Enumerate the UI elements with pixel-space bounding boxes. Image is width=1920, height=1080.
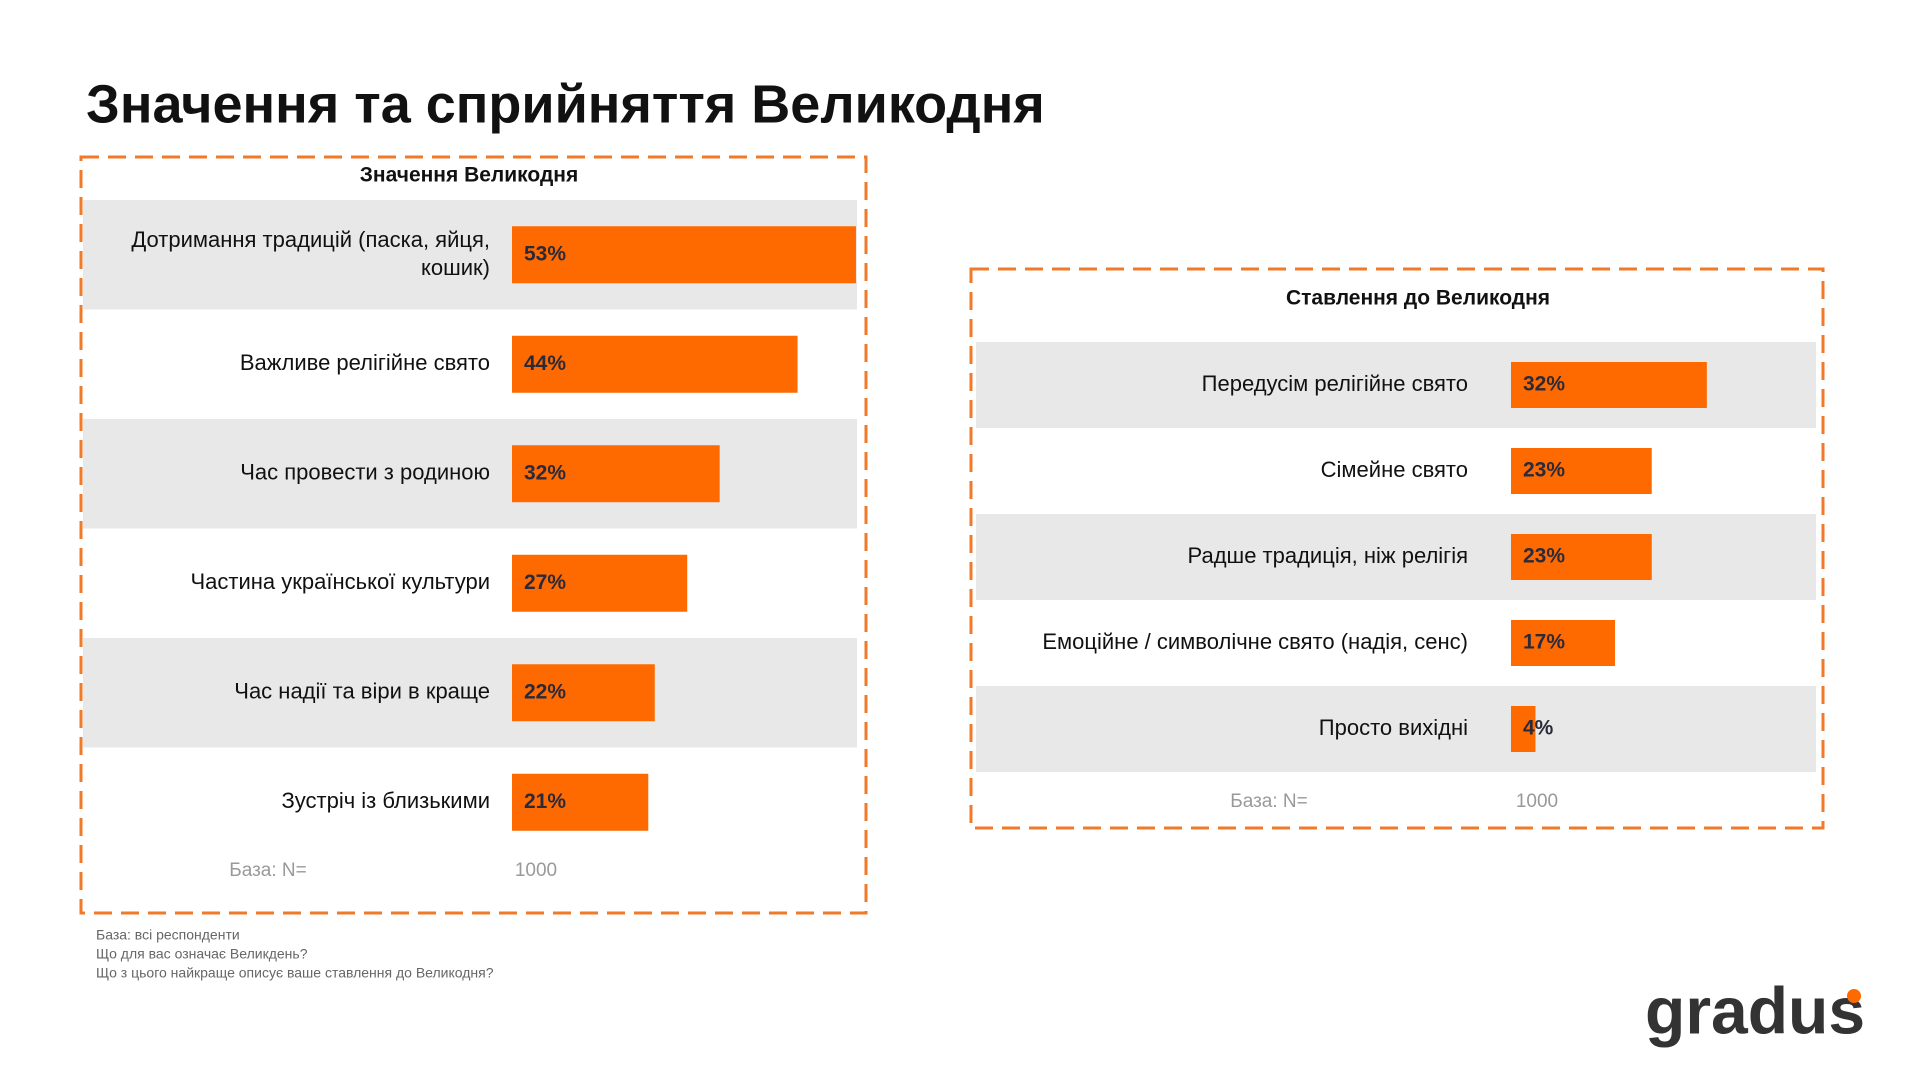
category-label: Час надії та віри в краще (234, 679, 490, 704)
logo: gradus (1645, 973, 1865, 1047)
value-label: 23% (1523, 459, 1565, 482)
bar (512, 445, 720, 503)
value-label: 27% (524, 571, 566, 594)
value-label: 21% (524, 790, 566, 813)
value-label: 53% (524, 242, 566, 265)
panel-border (79, 155, 868, 915)
base-label: База: N= (1230, 791, 1307, 812)
row-band (976, 686, 1816, 772)
value-label: 22% (524, 680, 566, 703)
category-label: Передусім релігійне свято (1202, 371, 1468, 396)
panel-border (969, 267, 1825, 830)
category-label: Важливе релігійне свято (240, 350, 490, 375)
row-band (976, 514, 1816, 600)
bar (512, 226, 856, 284)
base-value: 1000 (515, 860, 557, 881)
bar (1511, 448, 1652, 494)
row-band (83, 419, 857, 529)
value-label: 17% (1523, 631, 1565, 654)
bar (512, 335, 798, 393)
logo-dot (1847, 989, 1861, 1003)
chart-title: Значення Великодня (360, 164, 578, 187)
category-label: Зустріч із близькими (281, 788, 490, 813)
category-label: Радше традиція, ніж релігія (1188, 543, 1468, 568)
value-label: 23% (1523, 545, 1565, 568)
category-label: Дотримання традицій (паска, яйця, кошик) (131, 227, 490, 280)
value-label: 32% (1523, 373, 1565, 396)
value-label: 4% (1523, 717, 1554, 740)
row-band (83, 638, 857, 748)
bar (1511, 620, 1616, 666)
bar (1511, 706, 1536, 752)
footnote: Що з цього найкраще описує ваше ставленн… (96, 965, 494, 981)
bar (512, 554, 688, 612)
footnote: Що для вас означає Великдень? (96, 946, 308, 962)
bar (512, 773, 649, 831)
base-label: База: N= (229, 860, 306, 881)
bar (1511, 534, 1652, 580)
slide-title: Значення та сприйняття Великодня (86, 74, 1045, 134)
category-label: Сімейне свято (1321, 457, 1468, 482)
value-label: 32% (524, 461, 566, 484)
category-label: Час провести з родиною (240, 460, 490, 485)
footnote: База: всі респонденти (96, 927, 240, 943)
base-value: 1000 (1516, 791, 1558, 812)
category-label: Частина української культури (191, 569, 490, 594)
bar (1511, 362, 1707, 408)
chart-title: Ставлення до Великодня (1286, 287, 1550, 310)
category-label: Просто вихідні (1319, 715, 1468, 740)
bar (512, 664, 655, 722)
category-label: Емоційне / символічне свято (надія, сенс… (1042, 629, 1468, 654)
value-label: 44% (524, 352, 566, 375)
